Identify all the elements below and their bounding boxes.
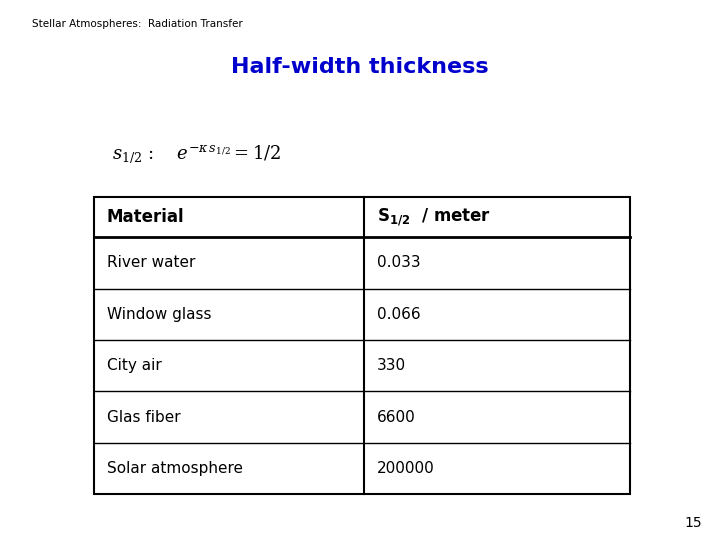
Text: 15: 15 [685, 516, 702, 530]
Text: 200000: 200000 [377, 461, 434, 476]
Text: 0.033: 0.033 [377, 255, 420, 271]
Text: Glas fiber: Glas fiber [107, 409, 180, 424]
Text: Stellar Atmospheres:  Radiation Transfer: Stellar Atmospheres: Radiation Transfer [32, 19, 243, 29]
Text: River water: River water [107, 255, 195, 271]
Text: City air: City air [107, 358, 161, 373]
Text: $\mathbf{S_{1/2}}$  / meter: $\mathbf{S_{1/2}}$ / meter [377, 206, 490, 228]
Text: 330: 330 [377, 358, 405, 373]
Text: 0.066: 0.066 [377, 307, 420, 322]
Text: Window glass: Window glass [107, 307, 211, 322]
Text: Half-width thickness: Half-width thickness [231, 57, 489, 77]
Text: 6600: 6600 [377, 409, 415, 424]
Text: Material: Material [107, 208, 184, 226]
Text: $s_{1/2}$ :    $e^{-\kappa\, s_{1/2}} = 1/2$: $s_{1/2}$ : $e^{-\kappa\, s_{1/2}} = 1/2… [112, 143, 281, 165]
Text: Solar atmosphere: Solar atmosphere [107, 461, 243, 476]
